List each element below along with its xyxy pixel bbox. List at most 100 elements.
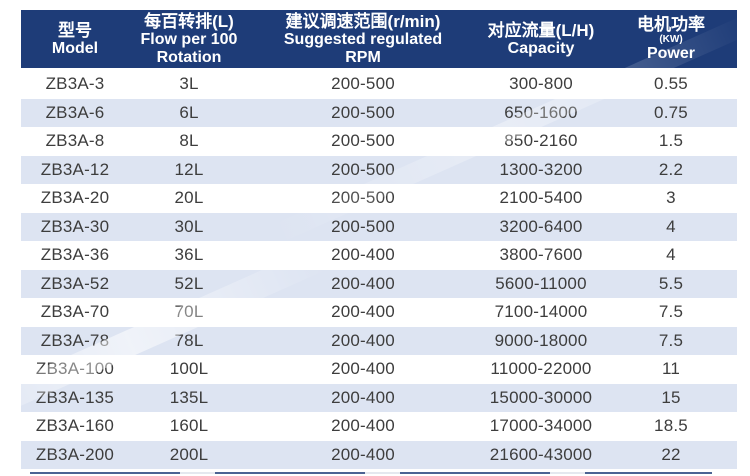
- table-row: ZB3A-78 78L 200-400 9000-18000 7.5: [21, 326, 737, 355]
- table-row: ZB3A-100 100L 200-400 11000-22000 11: [21, 355, 737, 384]
- cell-power: 18.5: [654, 416, 688, 436]
- cell-power: 4: [666, 245, 676, 265]
- column-header-line: RPM: [345, 48, 381, 66]
- cell-flow: 3L: [179, 74, 199, 94]
- cell-capacity: 2100-5400: [499, 188, 583, 208]
- cell-capacity: 850-2160: [504, 131, 578, 151]
- cell-capacity: 650-1600: [504, 102, 578, 122]
- cell-capacity: 11000-22000: [490, 359, 592, 379]
- column-header-line: Suggested regulated: [283, 30, 443, 48]
- cell-rpm: 200-400: [331, 444, 395, 464]
- table-row: ZB3A-20 20L 200-500 2100-5400 3: [21, 184, 737, 213]
- cell-power: 0.55: [654, 74, 688, 94]
- table-body: ZB3A-3 3L 200-500 300-800 0.55 ZB3A-6 6L 200-50…: [21, 70, 737, 469]
- cell-capacity: 3200-6400: [499, 216, 583, 236]
- table-row: ZB3A-6 6L 200-500 650-1600 0.75: [21, 98, 737, 127]
- cell-rpm: 200-400: [331, 245, 395, 265]
- cell-rpm: 200-500: [331, 74, 395, 94]
- cell-model: ZB3A-12: [40, 159, 110, 179]
- cell-rpm: 200-400: [331, 359, 395, 379]
- cell-capacity: 3800-7600: [499, 245, 583, 265]
- cell-rpm: 200-500: [331, 131, 395, 151]
- column-header-line: 每百转排(L): [144, 11, 234, 31]
- cell-flow: 78L: [174, 330, 204, 350]
- cell-flow: 30L: [174, 216, 204, 236]
- cell-capacity: 15000-30000: [489, 387, 593, 407]
- cell-flow: 20L: [174, 188, 204, 208]
- cell-power: 4: [666, 216, 676, 236]
- cell-power: 15: [661, 387, 681, 407]
- cell-flow: 200L: [169, 444, 209, 464]
- cell-model: ZB3A-78: [40, 330, 110, 350]
- cell-flow: 36L: [174, 245, 204, 265]
- cell-flow: 100L: [169, 359, 209, 379]
- cell-capacity: 9000-18000: [494, 330, 588, 350]
- cell-model: ZB3A-135: [35, 387, 115, 407]
- cell-flow: 8L: [179, 131, 199, 151]
- column-header-line: 建议调速范围(r/min): [285, 11, 441, 31]
- column-header-power: 电机功率 (KW) Power: [605, 10, 737, 68]
- cell-flow: 70L: [174, 302, 204, 322]
- table-row: ZB3A-200 200L 200-400 21600-43000 22: [21, 440, 737, 469]
- table-row: ZB3A-30 30L 200-500 3200-6400 4: [21, 212, 737, 241]
- table-row: ZB3A-160 160L 200-400 17000-34000 18.5: [21, 412, 737, 441]
- cell-model: ZB3A-8: [45, 131, 105, 151]
- table-row: ZB3A-52 52L 200-400 5600-11000 5.5: [21, 269, 737, 298]
- column-header-line: Power: [646, 45, 695, 62]
- column-header-model: 型号 Model: [21, 10, 129, 68]
- cell-power: 11: [661, 359, 681, 379]
- cell-model: ZB3A-100: [35, 359, 115, 379]
- table-row: ZB3A-8 8L 200-500 850-2160 1.5: [21, 127, 737, 156]
- cell-capacity: 1300-3200: [499, 159, 583, 179]
- column-header-line: (KW): [659, 34, 683, 45]
- cell-capacity: 7100-14000: [494, 302, 588, 322]
- cell-model: ZB3A-70: [40, 302, 110, 322]
- cell-rpm: 200-500: [331, 102, 395, 122]
- cell-power: 7.5: [658, 302, 684, 322]
- cell-power: 22: [661, 444, 681, 464]
- cell-power: 0.75: [654, 102, 688, 122]
- cell-power: 3: [666, 188, 676, 208]
- cell-rpm: 200-500: [331, 188, 395, 208]
- cell-model: ZB3A-200: [35, 444, 115, 464]
- cell-capacity: 21600-43000: [489, 444, 593, 464]
- cell-model: ZB3A-6: [45, 102, 105, 122]
- cell-flow: 52L: [174, 273, 204, 293]
- column-header-line: Flow per 100: [140, 30, 238, 48]
- cell-rpm: 200-500: [331, 159, 395, 179]
- table-row: ZB3A-3 3L 200-500 300-800 0.55: [21, 70, 737, 99]
- cell-model: ZB3A-52: [40, 273, 110, 293]
- pump-spec-table: 型号 Model 每百转排(L) Flow per 100 Rotation 建议调速范围…: [21, 10, 737, 469]
- cell-capacity: 5600-11000: [495, 273, 587, 293]
- table-row: ZB3A-135 135L 200-400 15000-30000 15: [21, 383, 737, 412]
- cell-model: ZB3A-30: [40, 216, 110, 236]
- cell-model: ZB3A-160: [35, 416, 115, 436]
- table-row: ZB3A-12 12L 200-500 1300-3200 2.2: [21, 155, 737, 184]
- column-header-flow: 每百转排(L) Flow per 100 Rotation: [129, 10, 249, 68]
- column-header-capacity: 对应流量(L/H) Capacity: [477, 10, 605, 68]
- cell-model: ZB3A-20: [40, 188, 110, 208]
- column-header-line: 型号: [58, 20, 92, 40]
- cell-rpm: 200-400: [331, 416, 395, 436]
- table-header: 型号 Model 每百转排(L) Flow per 100 Rotation 建议调速范围…: [21, 10, 737, 68]
- cell-rpm: 200-400: [331, 387, 395, 407]
- cell-power: 7.5: [658, 330, 684, 350]
- column-header-line: 对应流量(L/H): [487, 20, 595, 40]
- cell-flow: 6L: [179, 102, 199, 122]
- cell-flow: 135L: [169, 387, 209, 407]
- column-header-line: Model: [51, 39, 99, 57]
- column-header-rpm: 建议调速范围(r/min) Suggested regulated RPM: [249, 10, 477, 68]
- cell-flow: 12L: [174, 159, 204, 179]
- cell-rpm: 200-400: [331, 273, 395, 293]
- cell-capacity: 17000-34000: [489, 416, 593, 436]
- table-row: ZB3A-70 70L 200-400 7100-14000 7.5: [21, 298, 737, 327]
- cell-power: 1.5: [658, 131, 684, 151]
- cell-power: 2.2: [658, 159, 684, 179]
- column-header-line: Capacity: [507, 39, 575, 57]
- cell-rpm: 200-500: [331, 216, 395, 236]
- cell-capacity: 300-800: [509, 74, 573, 94]
- cell-rpm: 200-400: [331, 302, 395, 322]
- cell-model: ZB3A-36: [40, 245, 110, 265]
- cell-rpm: 200-400: [331, 330, 395, 350]
